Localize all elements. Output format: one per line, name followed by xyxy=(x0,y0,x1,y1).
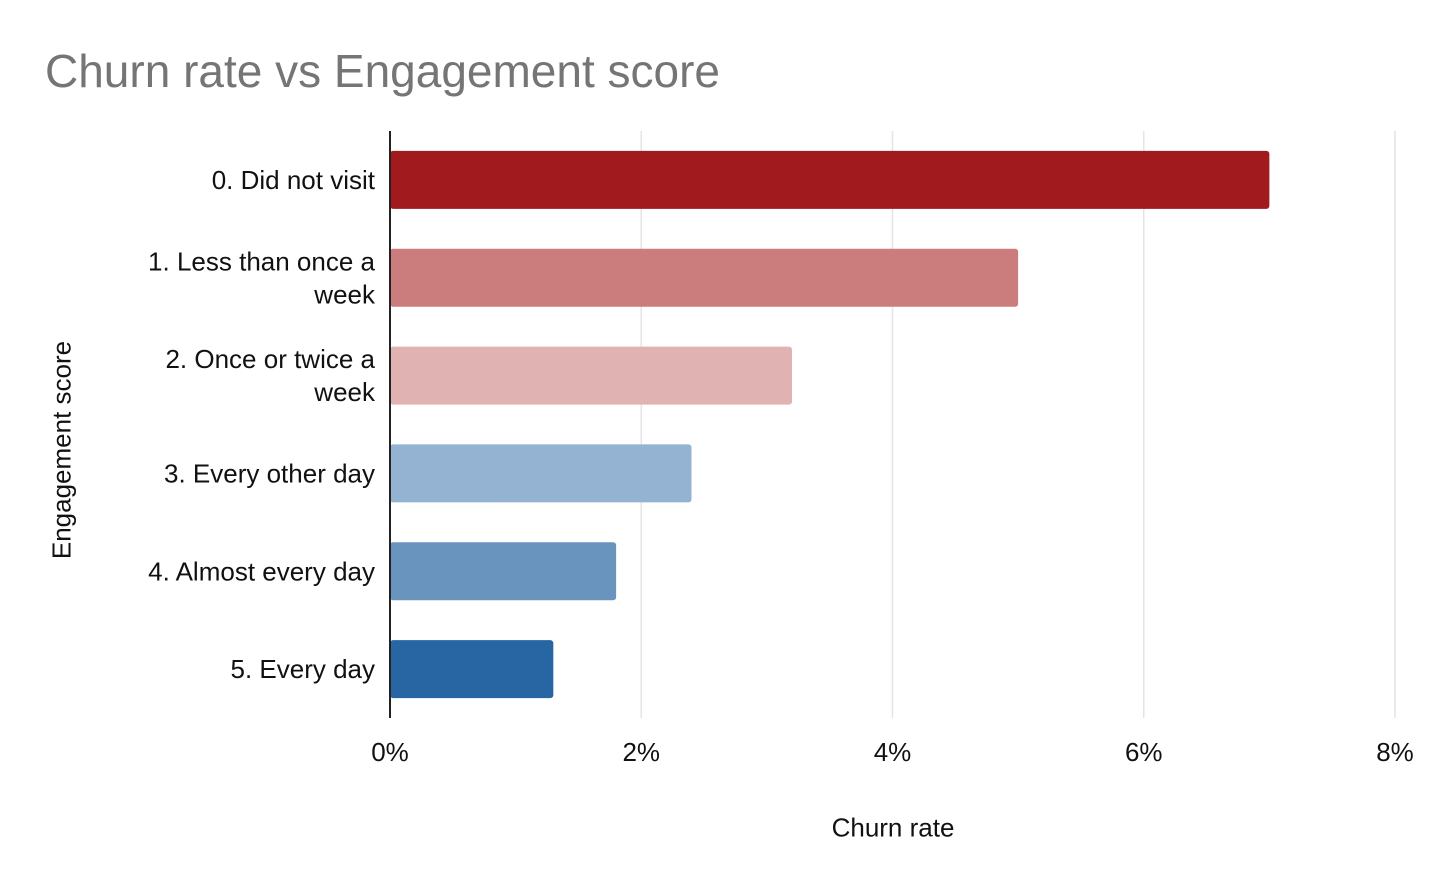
category-labels: 0. Did not visit 1. Less than once a week 2… xyxy=(148,165,376,684)
bar xyxy=(390,248,1019,307)
gridlines xyxy=(640,131,1396,718)
bar xyxy=(390,150,1270,209)
x-tick-label: 4% xyxy=(874,737,912,767)
x-tick-label: 6% xyxy=(1125,737,1163,767)
y-axis-title: Engagement score xyxy=(46,340,77,560)
bar xyxy=(390,542,617,601)
chart-title: Churn rate vs Engagement score xyxy=(45,45,721,97)
bars xyxy=(390,150,1270,699)
x-axis-title: Churn rate xyxy=(831,812,955,843)
category-label: 2. Once or twice a week xyxy=(165,344,376,407)
category-label: 5. Every day xyxy=(230,654,375,684)
x-tick-label: 2% xyxy=(622,737,660,767)
category-label: 3. Every other day xyxy=(164,458,375,488)
x-tick-label: 8% xyxy=(1376,737,1414,767)
category-label: 0. Did not visit xyxy=(212,165,376,195)
x-tick-labels: 0% 2% 4% 6% 8% xyxy=(371,737,1414,767)
category-label: 4. Almost every day xyxy=(148,556,375,586)
x-tick-label: 0% xyxy=(371,737,409,767)
bar xyxy=(390,640,554,699)
bar xyxy=(390,444,692,503)
category-label: 1. Less than once a week xyxy=(148,246,376,309)
bar xyxy=(390,346,792,405)
